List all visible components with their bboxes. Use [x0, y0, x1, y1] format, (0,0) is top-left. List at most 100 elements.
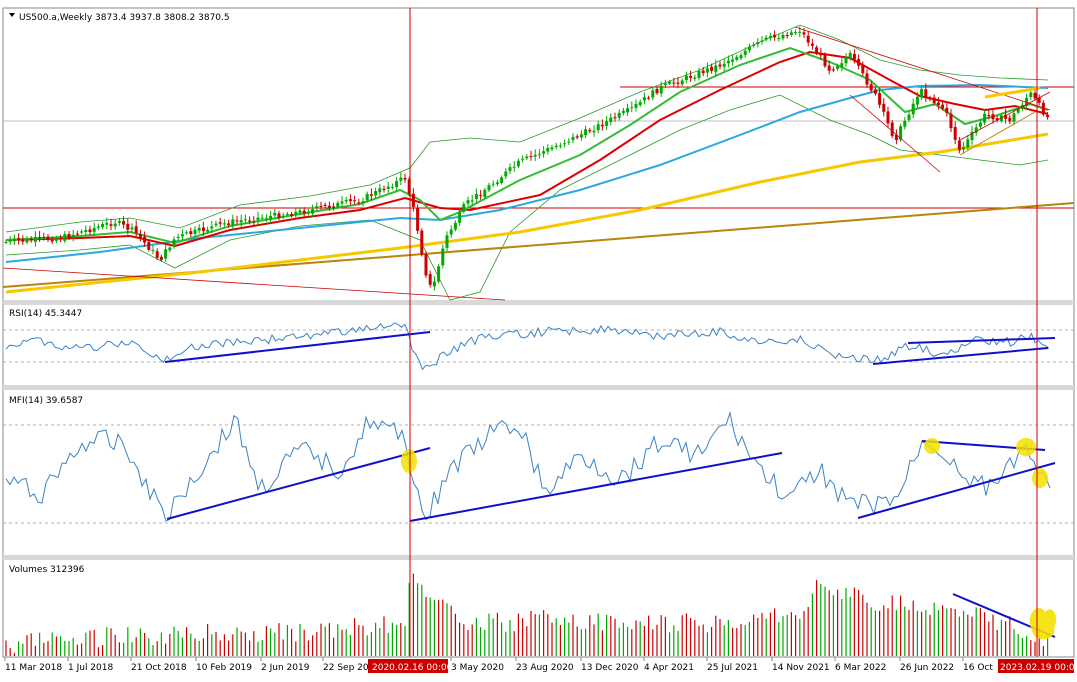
bollinger-lower-line: [5, 94, 1049, 301]
candle-body-36: [155, 251, 159, 258]
mfi-highlight-markers: [401, 438, 1048, 488]
candle-body-115: [487, 185, 491, 191]
candle-body-194: [819, 53, 823, 56]
candle-body-59: [252, 221, 256, 223]
header-dropdown-icon[interactable]: [9, 13, 15, 17]
price-pane[interactable]: US500.a,Weekly 3873.4 3937.8 3808.2 3870…: [2, 13, 1075, 301]
candle-body-167: [705, 68, 709, 73]
volume-pane[interactable]: Volumes 312396: [5, 565, 1057, 656]
candle-body-25: [109, 224, 113, 226]
candle-body-39: [168, 247, 172, 251]
candle-body-104: [441, 248, 445, 266]
candle-body-44: [189, 231, 193, 235]
candle-body-218: [920, 88, 924, 98]
candle-body-98: [416, 208, 420, 231]
chart-frame: [2, 7, 1075, 658]
candle-body-128: [542, 151, 546, 154]
candle-body-114: [483, 189, 487, 197]
candle-body-177: [747, 46, 751, 51]
candle-body-163: [689, 75, 693, 78]
candle-body-21: [92, 228, 96, 232]
candle-body-16: [71, 234, 75, 238]
candle-body-217: [915, 96, 919, 105]
price-drawings[interactable]: [2, 26, 1051, 301]
candle-body-207: [873, 89, 877, 94]
candle-body-146: [617, 112, 621, 118]
rsi-trendlines[interactable]: [164, 331, 1056, 365]
candle-body-185: [781, 34, 785, 39]
candle-body-169: [714, 65, 718, 72]
candle-body-180: [760, 40, 764, 42]
candle-body-73: [311, 209, 315, 214]
candle-body-204: [861, 65, 865, 74]
time-axis-label: 21 Oct 2018: [131, 663, 187, 673]
time-axis[interactable]: 11 Mar 2018 1 Jul 2018 21 Oct 2018 10 Feb 2…: [3, 656, 1077, 673]
candle-body-49: [210, 226, 214, 229]
candle-body-46: [197, 228, 201, 231]
mfi-pane[interactable]: MFI(14) 39.6587: [3, 396, 1074, 524]
candle-body-74: [315, 206, 319, 208]
candle-body-9: [42, 237, 46, 238]
candle-body-159: [672, 82, 676, 84]
candle-body-234: [987, 115, 991, 116]
rsi-line: [5, 322, 1050, 371]
time-axis-label: 13 Dec 2020: [581, 663, 639, 673]
candle-body-129: [546, 148, 550, 152]
candle-body-145: [613, 117, 617, 119]
candle-body-229: [966, 139, 970, 148]
candle-body-132: [558, 145, 562, 147]
candle-body-121: [512, 166, 516, 168]
candle-body-34: [147, 241, 151, 250]
candle-body-30: [130, 227, 134, 230]
candle-body-144: [609, 117, 613, 123]
candle-body-117: [495, 182, 499, 185]
candle-body-131: [554, 145, 558, 148]
candle-body-126: [533, 154, 537, 157]
candle-body-112: [474, 194, 478, 199]
candle-body-166: [701, 70, 705, 74]
time-axis-label: 22 Sep 20: [323, 663, 369, 673]
candle-body-210: [886, 111, 890, 124]
candle-body-89: [378, 188, 382, 193]
candle-body-153: [647, 97, 651, 99]
candle-body-184: [777, 38, 781, 40]
vertical-crosshairs[interactable]: [409, 8, 1038, 657]
candle-body-83: [353, 200, 357, 202]
candle-body-15: [67, 234, 71, 238]
candle-body-95: [403, 177, 407, 180]
candle-body-245: [1033, 92, 1037, 99]
candle-body-33: [143, 236, 147, 243]
candle-body-52: [222, 223, 226, 225]
candle-body-168: [710, 66, 714, 71]
candle-body-66: [281, 215, 285, 217]
candle-body-8: [38, 237, 42, 238]
candle-body-50: [214, 223, 218, 226]
candle-body-182: [768, 36, 772, 38]
rsi-pane[interactable]: RSI(14) 45.3447: [3, 309, 1074, 371]
candle-body-149: [630, 107, 634, 109]
candle-body-199: [840, 63, 844, 67]
candle-body-220: [928, 98, 932, 100]
candle-body-170: [718, 64, 722, 67]
candle-body-247: [1041, 102, 1045, 115]
candle-body-110: [466, 200, 470, 204]
candle-body-172: [726, 60, 730, 64]
candle-body-157: [663, 83, 667, 86]
candle-body-54: [231, 219, 235, 226]
candle-body-103: [437, 266, 441, 282]
candle-body-142: [600, 124, 604, 127]
candle-body-152: [642, 97, 646, 101]
candle-body-62: [264, 218, 268, 220]
pane-separators[interactable]: [3, 300, 1074, 560]
candle-body-214: [903, 120, 907, 127]
candle-body-41: [176, 237, 180, 239]
candle-body-191: [806, 35, 810, 43]
moving-averages: [2, 46, 1075, 294]
candles[interactable]: [4, 26, 1050, 291]
candle-body-90: [382, 188, 386, 190]
candle-body-221: [932, 97, 936, 103]
candle-body-86: [365, 194, 369, 201]
candle-body-19: [84, 230, 88, 232]
candle-body-61: [260, 217, 264, 219]
